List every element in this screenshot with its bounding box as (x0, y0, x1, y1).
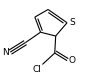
Text: N: N (2, 48, 9, 57)
Text: O: O (68, 56, 75, 65)
Text: S: S (69, 18, 75, 27)
Text: Cl: Cl (33, 65, 42, 74)
